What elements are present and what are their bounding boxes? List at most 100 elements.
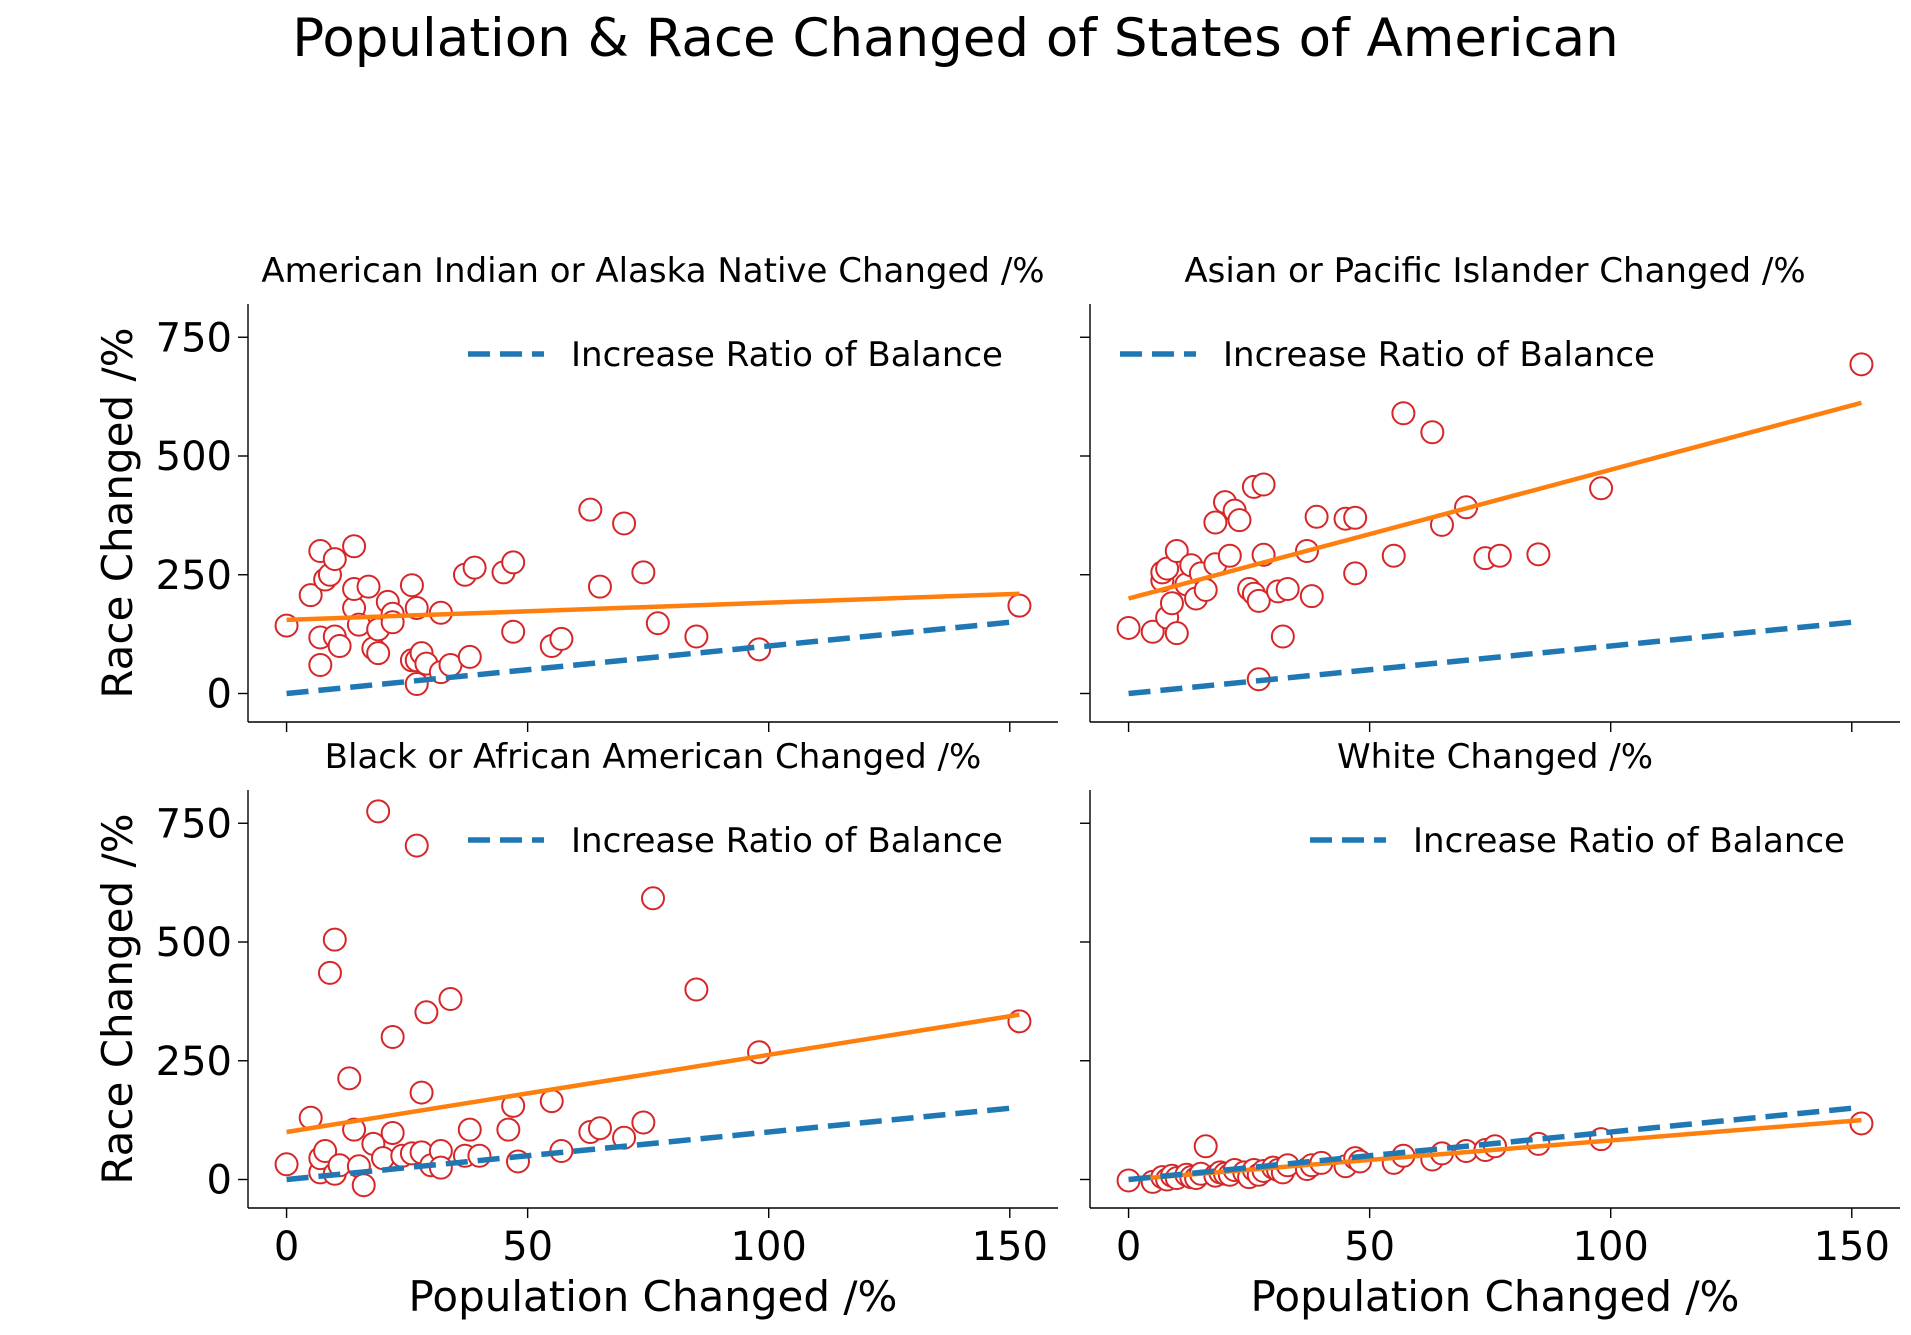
scatter-point <box>322 547 347 572</box>
scatter-point <box>1203 510 1228 535</box>
balance-line <box>1128 1105 1853 1183</box>
x-tick-label: 150 <box>972 1224 1048 1270</box>
scatter-point <box>631 1110 656 1135</box>
scatter-point <box>457 1117 482 1142</box>
scatter-point <box>414 1000 439 1025</box>
y-tick-label: 0 <box>207 672 232 718</box>
scatter-point <box>1227 508 1252 533</box>
legend-label: Increase Ratio of Balance <box>1413 821 1845 861</box>
scatter-point <box>1849 1111 1874 1136</box>
scatter-point <box>684 977 709 1002</box>
scatter-point <box>404 672 429 696</box>
scatter-point <box>298 583 323 608</box>
scatter-point <box>1343 561 1368 586</box>
y-tick-label: 250 <box>156 553 232 599</box>
fit-line <box>286 591 1020 623</box>
x-tick-label: 50 <box>502 1224 553 1270</box>
scatter-point <box>612 511 637 536</box>
y-tick-label: 500 <box>156 434 232 480</box>
scatter-point <box>327 634 352 658</box>
scatter-point <box>1487 543 1512 568</box>
scatter-point <box>501 550 526 575</box>
balance-line <box>286 619 1011 697</box>
x-tick-label: 150 <box>1814 1224 1890 1270</box>
scatter-point <box>549 626 574 651</box>
scatter-point <box>457 644 482 669</box>
panel-black-african-american: Black or African American Changed /% 0 250… <box>93 737 1058 1321</box>
scatter-point <box>380 1120 405 1145</box>
chart-suptitle: Population & Race Changed of States of A… <box>292 8 1619 69</box>
x-tick-label: 0 <box>1116 1224 1141 1270</box>
scatter-point <box>747 1040 772 1065</box>
scatter-point <box>1159 591 1184 616</box>
scatter-point <box>462 555 487 580</box>
scatter-point <box>399 573 424 598</box>
scatter-point <box>1164 539 1189 563</box>
scatter-point <box>1849 352 1874 377</box>
y-tick-label: 500 <box>156 920 232 966</box>
x-axis-label: Population Changed /% <box>1251 1272 1740 1321</box>
x-tick-label: 0 <box>274 1224 299 1270</box>
scatter-point <box>645 611 670 636</box>
scatter-point <box>1140 619 1165 644</box>
balance-line <box>1128 619 1853 697</box>
scatter-point <box>356 574 381 599</box>
scatter-point <box>1246 588 1271 613</box>
balance-line <box>286 1105 1011 1183</box>
scatter-point <box>409 1080 434 1105</box>
scatter-point <box>1299 584 1324 609</box>
scatter-point <box>587 1116 612 1141</box>
x-axis-label: Population Changed /% <box>409 1272 898 1321</box>
scatter-point <box>404 833 429 858</box>
scatter-point <box>366 799 391 824</box>
panel-title: Black or African American Changed /% <box>325 737 982 777</box>
scatter-point <box>317 960 342 985</box>
legend-label: Increase Ratio of Balance <box>1223 335 1655 375</box>
scatter-point <box>351 1173 376 1198</box>
scatter-point <box>587 574 612 599</box>
y-tick-label: 250 <box>156 1039 232 1085</box>
scatter-point <box>337 1066 362 1091</box>
panel-title: American Indian or Alaska Native Changed… <box>261 251 1044 291</box>
fit-line <box>286 1012 1020 1135</box>
scatter-point <box>1304 504 1329 529</box>
scatter-point <box>467 1143 492 1168</box>
scatter-point <box>274 1152 299 1177</box>
y-tick-label: 750 <box>156 315 232 361</box>
y-axis-label: Race Changed /% <box>93 327 142 698</box>
panel-american-indian: American Indian or Alaska Native Changed… <box>93 251 1058 732</box>
scatter-point <box>1164 621 1189 646</box>
scatter-point <box>1589 476 1614 501</box>
scatter-point <box>684 624 709 649</box>
scatter-point <box>1270 624 1295 649</box>
scatter-point <box>1391 401 1416 426</box>
fit-line <box>1127 400 1863 601</box>
scatter-point <box>1007 1009 1032 1034</box>
scatter-point <box>1420 420 1445 445</box>
y-tick-label: 0 <box>207 1158 232 1204</box>
y-axis-label: Race Changed /% <box>93 813 142 1184</box>
scatter-point <box>1343 505 1368 530</box>
panel-white: White Changed /% 0 50 100 150 Population Chan… <box>1080 737 1900 1321</box>
scatter-point <box>496 1117 521 1142</box>
scatter-point <box>322 927 347 952</box>
scatter-point <box>1193 1134 1218 1159</box>
scatter-point <box>641 886 665 911</box>
scatter-point <box>308 653 333 677</box>
scatter-point <box>438 987 463 1011</box>
panel-title: White Changed /% <box>1337 737 1653 777</box>
scatter-point <box>1275 577 1300 601</box>
scatter-point <box>631 560 656 585</box>
scatter-point <box>1251 472 1276 497</box>
x-tick-label: 100 <box>1573 1224 1649 1270</box>
scatter-point <box>313 1139 338 1163</box>
scatter-point <box>539 1089 564 1114</box>
scatter-point <box>578 497 603 522</box>
scatter-point <box>1381 543 1406 568</box>
scatter-point <box>1526 542 1551 567</box>
y-tick-label: 750 <box>156 801 232 847</box>
x-tick-label: 100 <box>731 1224 807 1270</box>
scatter-point <box>1007 593 1032 618</box>
scatter-point <box>380 1025 405 1049</box>
